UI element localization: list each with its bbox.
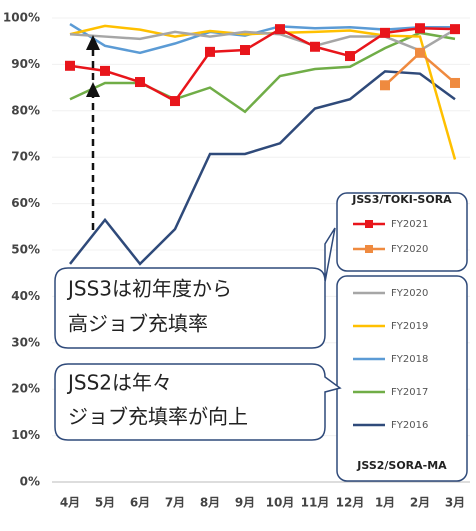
annotation: ジョブ充填率が向上 (68, 405, 248, 429)
y-tick-label: 40% (11, 289, 40, 303)
point (450, 24, 460, 35)
x-tick-label: 6月 (130, 496, 150, 510)
series-line (69, 31, 456, 114)
arrow-head (86, 35, 100, 50)
legend-label: FY2016 (391, 420, 428, 431)
x-tick-label: 5月 (95, 496, 115, 510)
point (170, 96, 180, 107)
legend-label: FY2017 (391, 387, 428, 398)
legend-title: JSS3/TOKI-SORA (351, 193, 452, 206)
y-tick-label: 60% (11, 196, 40, 210)
y-tick-label: 100% (3, 11, 40, 25)
x-tick-label: 4月 (60, 496, 80, 510)
y-tick-label: 20% (11, 382, 40, 396)
y-tick-label: 10% (11, 428, 40, 442)
legend-label: FY2019 (391, 321, 428, 332)
labels: JSS3/TOKI-SORA FY2021 FY2020 JSS2/SORA-MA FY… (66, 193, 452, 472)
plot (65, 22, 460, 266)
point (310, 41, 320, 52)
point (65, 60, 75, 71)
point (345, 51, 355, 62)
y-tick-label: 30% (11, 335, 40, 349)
annotation: JSS3は初年度から (66, 277, 232, 301)
x-tick-label: 12月 (336, 496, 365, 510)
point (205, 46, 215, 57)
point (415, 47, 425, 58)
point (240, 45, 250, 56)
y-tick-label: 50% (11, 243, 40, 257)
x-tick-label: 10月 (266, 496, 295, 510)
point (135, 77, 145, 88)
x-tick-label: 2月 (410, 496, 430, 510)
annotation: 高ジョブ充填率 (68, 312, 208, 336)
legend-label: FY2020 (391, 288, 428, 299)
y-tick-label: 0% (20, 475, 40, 489)
arrow-head (86, 82, 100, 97)
x-tick-label: 1月 (375, 496, 395, 510)
annotation: JSS2は年々 (66, 371, 172, 395)
point (450, 77, 460, 88)
x-tick-label: 7月 (165, 496, 185, 510)
series-line (69, 22, 455, 55)
point (275, 24, 285, 35)
point (380, 27, 390, 38)
x-tick-label: 3月 (445, 496, 465, 510)
legend-box (336, 275, 468, 482)
series-line (69, 28, 456, 52)
legend-title: JSS2/SORA-MA (356, 459, 447, 472)
point (380, 80, 390, 91)
y-tick-label: 90% (11, 57, 40, 71)
callout (54, 227, 336, 349)
x-tick-label: 8月 (200, 496, 220, 510)
legend-label: FY2021 (391, 219, 428, 230)
y-tick-label: 70% (11, 150, 40, 164)
legend-label: FY2018 (391, 354, 428, 365)
legend-label: FY2020 (391, 244, 428, 255)
x-tick-label: 9月 (235, 496, 255, 510)
series-line (69, 70, 456, 266)
series-line (69, 26, 456, 103)
x-tick-label: 11月 (301, 496, 330, 510)
point (415, 23, 425, 34)
callout (54, 363, 342, 441)
legend-marker (365, 245, 373, 253)
point (100, 65, 110, 76)
legend-marker (365, 220, 373, 228)
y-tick-label: 80% (11, 103, 40, 117)
